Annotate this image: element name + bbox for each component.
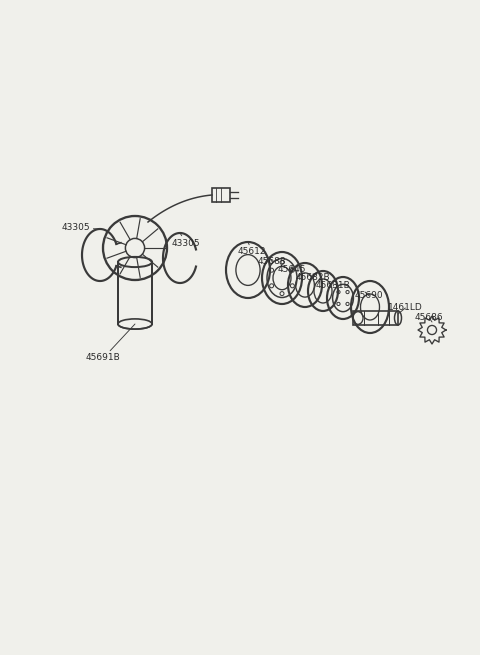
Text: 45691B: 45691B bbox=[86, 324, 135, 362]
Text: 1461LD: 1461LD bbox=[388, 303, 423, 314]
Text: 45645: 45645 bbox=[278, 265, 307, 274]
Text: 45686: 45686 bbox=[415, 314, 444, 322]
Text: 45612: 45612 bbox=[238, 242, 266, 257]
Text: 45688: 45688 bbox=[258, 257, 287, 267]
Bar bbox=[353, 311, 398, 325]
Text: 45631B: 45631B bbox=[316, 282, 351, 291]
Text: 45682B: 45682B bbox=[296, 274, 331, 282]
Bar bbox=[212, 188, 230, 202]
Text: 45690: 45690 bbox=[355, 291, 384, 301]
Text: 43305: 43305 bbox=[62, 223, 100, 233]
Text: 43305: 43305 bbox=[172, 233, 201, 248]
